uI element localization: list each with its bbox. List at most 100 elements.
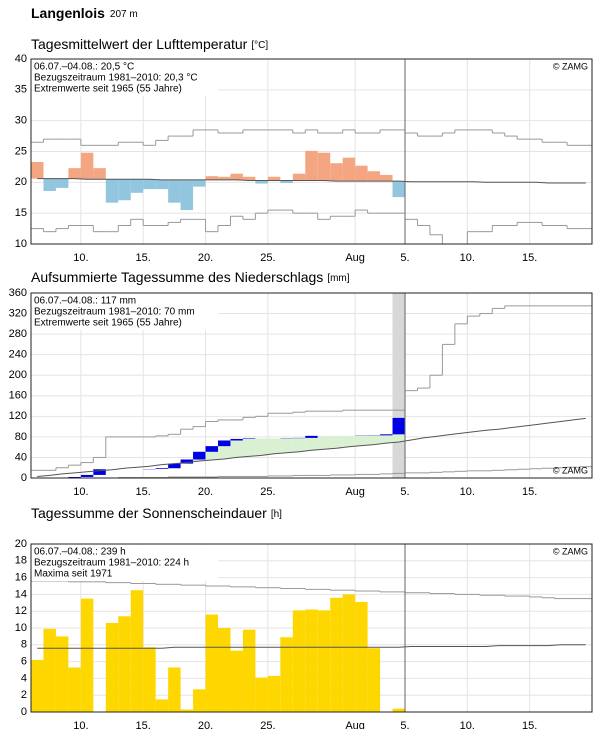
surplus-area — [230, 438, 243, 458]
deviation-bar — [255, 180, 268, 184]
title-unit: [°C] — [251, 40, 268, 51]
plot-frame — [30, 292, 593, 479]
y-tick-label: 40 — [15, 53, 27, 65]
x-tick-label: 25. — [260, 720, 275, 729]
x-tick-label: 20. — [198, 486, 213, 498]
bar — [43, 628, 56, 712]
page-title: Langenlois 207 m — [31, 5, 138, 21]
daily-precipitation — [193, 451, 206, 460]
y-tick-label: 6 — [21, 656, 27, 668]
deviation-bar — [242, 176, 256, 181]
bar — [180, 709, 194, 712]
y-tick-label: 16 — [15, 572, 27, 584]
bar — [242, 629, 256, 712]
y-tick-label: 35 — [15, 84, 27, 96]
plot-frame — [30, 58, 593, 245]
y-tick-label: 360 — [9, 287, 27, 299]
surplus-area — [342, 435, 356, 447]
daily-precipitation — [68, 476, 81, 478]
y-tick-label: 15 — [15, 207, 27, 219]
deviation-bar — [367, 171, 381, 182]
surplus-area — [317, 435, 331, 450]
deviation-bar — [193, 179, 206, 187]
y-tick-label: 2 — [21, 689, 27, 701]
daily-precipitation — [230, 438, 243, 441]
station-elevation: 207 m — [110, 9, 138, 20]
bar — [330, 597, 343, 712]
x-tick-label: 15. — [136, 720, 151, 729]
legend-box — [32, 294, 218, 330]
legend-box — [32, 60, 218, 96]
daily-precipitation — [93, 469, 106, 475]
chart-title: Tagessumme der Sonnenscheindauer [h] — [31, 505, 282, 521]
deviation-bar — [155, 179, 169, 190]
deviation-bar — [317, 152, 331, 181]
bar — [367, 648, 381, 712]
deviation-bar — [43, 178, 56, 191]
x-tick-label: 20. — [198, 720, 213, 729]
credit: © ZAMG — [553, 546, 588, 556]
bar — [143, 647, 156, 712]
y-tick-label: 0 — [21, 472, 27, 484]
y-tick-label: 280 — [9, 328, 27, 340]
y-tick-label: 320 — [9, 307, 27, 319]
plot-frame — [30, 543, 593, 713]
y-tick-label: 4 — [21, 672, 27, 684]
daily-precipitation — [380, 434, 393, 436]
bar — [267, 675, 281, 712]
deviation-bar — [93, 168, 106, 180]
deviation-bar — [355, 165, 368, 182]
station-name: Langenlois — [31, 5, 105, 21]
title-unit: [mm] — [327, 273, 349, 284]
title-text: Tagessumme der Sonnenscheindauer — [31, 505, 267, 521]
surplus-area — [292, 437, 306, 452]
x-tick-label: 10. — [73, 252, 88, 264]
bar — [130, 590, 144, 712]
deviation-bar — [230, 173, 243, 180]
title-text: Tagesmittelwert der Lufttemperatur — [31, 36, 248, 52]
bar — [280, 637, 293, 712]
y-tick-label: 160 — [9, 390, 27, 402]
deviation-bar — [218, 176, 231, 180]
x-tick-label: 10. — [460, 486, 475, 498]
y-tick-label: 14 — [15, 588, 27, 600]
y-tick-label: 10 — [15, 622, 27, 634]
surplus-area — [242, 438, 256, 457]
y-tick-label: 80 — [15, 431, 27, 443]
bar — [155, 699, 169, 712]
y-tick-label: 0 — [21, 706, 27, 718]
x-tick-label: 10. — [73, 720, 88, 729]
daily-precipitation — [168, 463, 181, 469]
legend-entry: 06.07.–04.08.: 117 mm — [34, 296, 136, 307]
x-tick-label: Aug — [345, 486, 365, 498]
deviation-bar — [392, 181, 405, 198]
deviation-bar — [68, 168, 81, 179]
y-tick-label: 120 — [9, 410, 27, 422]
bar — [355, 601, 368, 712]
surplus-area — [330, 435, 343, 449]
bar — [292, 610, 306, 712]
surplus-area — [267, 438, 281, 454]
daily-precipitation — [305, 435, 318, 438]
deviation-bar — [280, 180, 293, 183]
surplus-area — [305, 435, 318, 451]
bar — [193, 689, 206, 712]
daily-precipitation — [80, 474, 94, 477]
daily-precipitation — [180, 459, 194, 464]
reference-line — [37, 644, 586, 649]
chart-title: Tagesmittelwert der Lufttemperatur [°C] — [31, 36, 268, 52]
credit: © ZAMG — [553, 61, 588, 71]
bar — [230, 650, 243, 712]
daily-precipitation — [218, 440, 231, 447]
deviation-bar — [55, 178, 69, 188]
deviation-bar — [31, 161, 44, 179]
current-day-band — [392, 293, 405, 478]
deviation-bar — [330, 163, 343, 182]
x-tick-label: 25. — [260, 486, 275, 498]
bar — [168, 667, 181, 712]
bar — [218, 628, 231, 712]
deviation-bar — [180, 179, 194, 211]
bar — [118, 616, 131, 712]
